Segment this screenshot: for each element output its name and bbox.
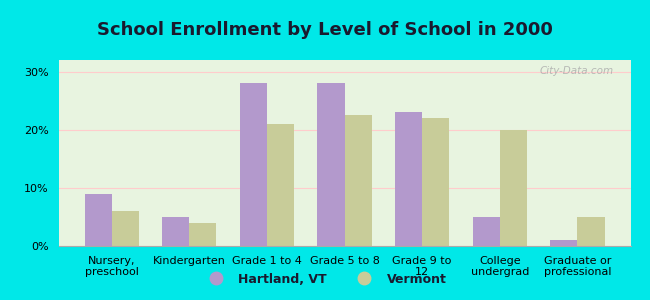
- Bar: [344, 115, 372, 246]
- Text: City-Data.com: City-Data.com: [540, 66, 614, 76]
- Bar: [422, 118, 449, 246]
- Bar: [267, 124, 294, 246]
- Bar: [317, 83, 344, 246]
- Bar: [162, 217, 189, 246]
- Bar: [395, 112, 422, 246]
- Bar: [550, 240, 577, 246]
- Bar: [189, 223, 216, 246]
- Bar: [240, 83, 267, 246]
- Bar: [473, 217, 500, 246]
- Bar: [84, 194, 112, 246]
- Legend: Hartland, VT, Vermont: Hartland, VT, Vermont: [198, 268, 452, 291]
- Bar: [112, 211, 139, 246]
- Text: School Enrollment by Level of School in 2000: School Enrollment by Level of School in …: [97, 21, 553, 39]
- Bar: [500, 130, 527, 246]
- Bar: [577, 217, 605, 246]
